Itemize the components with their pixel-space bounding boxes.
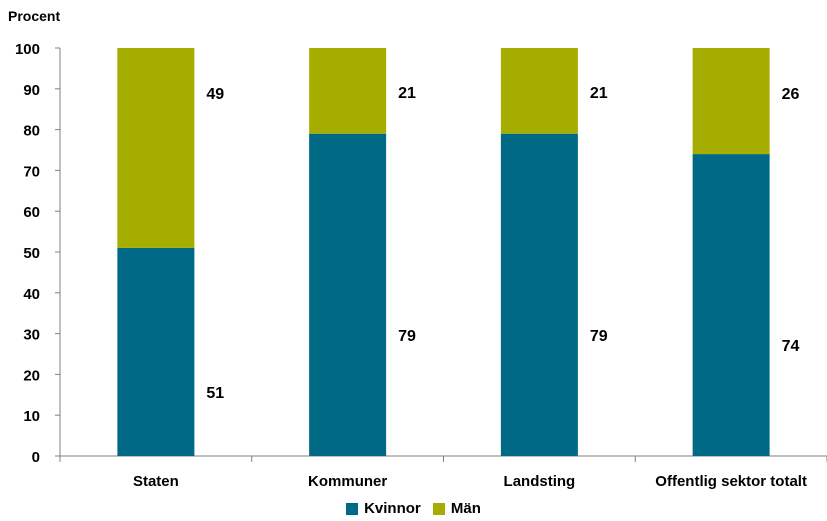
data-label: 79 <box>590 328 608 345</box>
bar-m-n-0 <box>117 48 195 248</box>
x-tick-label: Offentlig sektor totalt <box>655 473 807 490</box>
legend-label-man: Män <box>450 500 481 517</box>
stacked-bar-chart: 0 10 20 30 40 50 60 70 80 90 100 51 49 Staten 79 21 Komm… <box>15 41 827 490</box>
bar-kvinnor-3 <box>692 154 770 456</box>
x-tick-label: Kommuner <box>308 473 387 490</box>
y-tick-label: 70 <box>23 163 40 180</box>
y-tick-label: 60 <box>23 204 40 221</box>
y-tick-label: 100 <box>15 41 40 58</box>
bar-kvinnor-1 <box>309 133 387 456</box>
data-label: 51 <box>206 385 224 402</box>
data-label: 26 <box>782 86 800 103</box>
x-tick-label: Landsting <box>504 473 576 490</box>
data-label: 21 <box>398 85 416 102</box>
legend-swatch-kvinnor <box>346 502 359 515</box>
data-label: 74 <box>782 338 800 355</box>
y-tick-label: 0 <box>32 449 40 466</box>
y-tick-label: 80 <box>23 123 40 140</box>
legend-item-man: Män <box>432 500 481 517</box>
y-tick-label: 50 <box>23 245 40 262</box>
legend-label-kvinnor: Kvinnor <box>364 500 421 517</box>
data-label: 21 <box>590 85 608 102</box>
legend-item-kvinnor: Kvinnor <box>346 500 421 517</box>
x-tick-label: Staten <box>133 473 179 490</box>
y-tick-label: 90 <box>23 82 40 99</box>
legend-swatch-man <box>432 502 445 515</box>
bar-kvinnor-0 <box>117 247 195 456</box>
bar-m-n-3 <box>692 48 770 155</box>
y-axis-label: Procent <box>8 8 61 24</box>
y-tick-label: 40 <box>23 286 40 303</box>
y-tick-label: 20 <box>23 367 40 384</box>
data-label: 79 <box>398 328 416 345</box>
bar-m-n-2 <box>500 48 578 134</box>
y-tick-label: 10 <box>23 408 40 425</box>
bar-m-n-1 <box>309 48 387 134</box>
bar-kvinnor-2 <box>500 133 578 456</box>
y-tick-label: 30 <box>23 327 40 344</box>
legend: Kvinnor Män <box>0 500 827 519</box>
data-label: 49 <box>206 86 224 103</box>
